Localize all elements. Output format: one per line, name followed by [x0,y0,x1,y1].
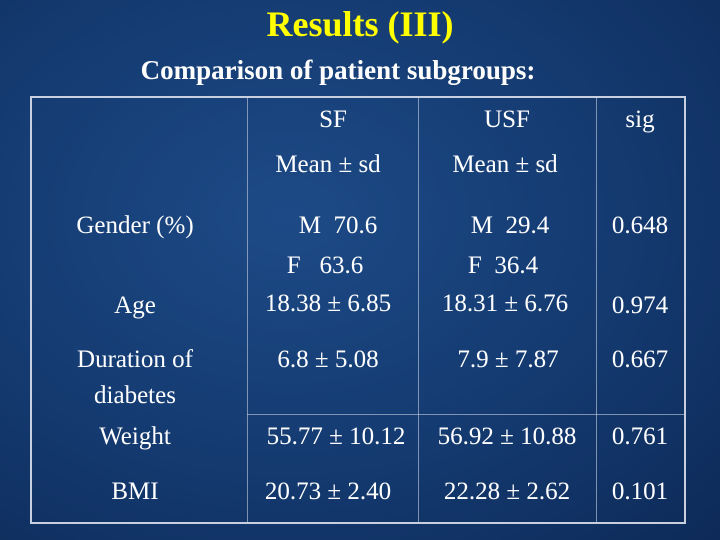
cell: 6.8 ± 5.08 [277,346,379,373]
cell: M 29.4 [470,212,550,239]
row-label: Gender (%) [76,212,194,239]
column-header: SF [319,106,347,133]
slide-subtitle: Comparison of patient subgroups: [140,55,536,85]
cell: 0.761 [611,423,669,450]
column-header: USF [484,106,530,133]
cell: 0.974 [611,292,669,319]
cell: 0.667 [611,346,669,373]
row-label: BMI [111,478,159,505]
cell: 0.101 [611,478,669,505]
column-header: sig [625,106,655,133]
table-border [30,96,32,524]
column-line [418,96,419,524]
cell: 18.38 ± 6.85 [264,290,392,317]
cell: 22.28 ± 2.62 [443,478,571,505]
cell: 20.73 ± 2.40 [264,478,392,505]
cell: 7.9 ± 7.87 [457,346,559,373]
column-subheader: Mean ± sd [452,151,558,178]
cell: F 36.4 [467,252,539,279]
cell: M 70.6 [298,212,378,239]
column-line [596,96,597,524]
row-label: Duration of diabetes [77,346,193,409]
row-label: Age [114,292,156,319]
cell: 0.648 [611,212,669,239]
slide-title: Results (III) [266,4,454,44]
table-border [684,96,686,524]
row-line [247,414,685,415]
cell: 18.31 ± 6.76 [441,290,569,317]
row-label: Weight [99,423,171,450]
cell: 56.92 ± 10.88 [437,423,577,450]
table-border [30,96,685,98]
column-subheader: Mean ± sd [275,151,381,178]
table-border [30,522,685,524]
column-line [247,96,248,524]
cell: F 63.6 [286,252,364,279]
cell: 55.77 ± 10.12 [266,423,406,450]
